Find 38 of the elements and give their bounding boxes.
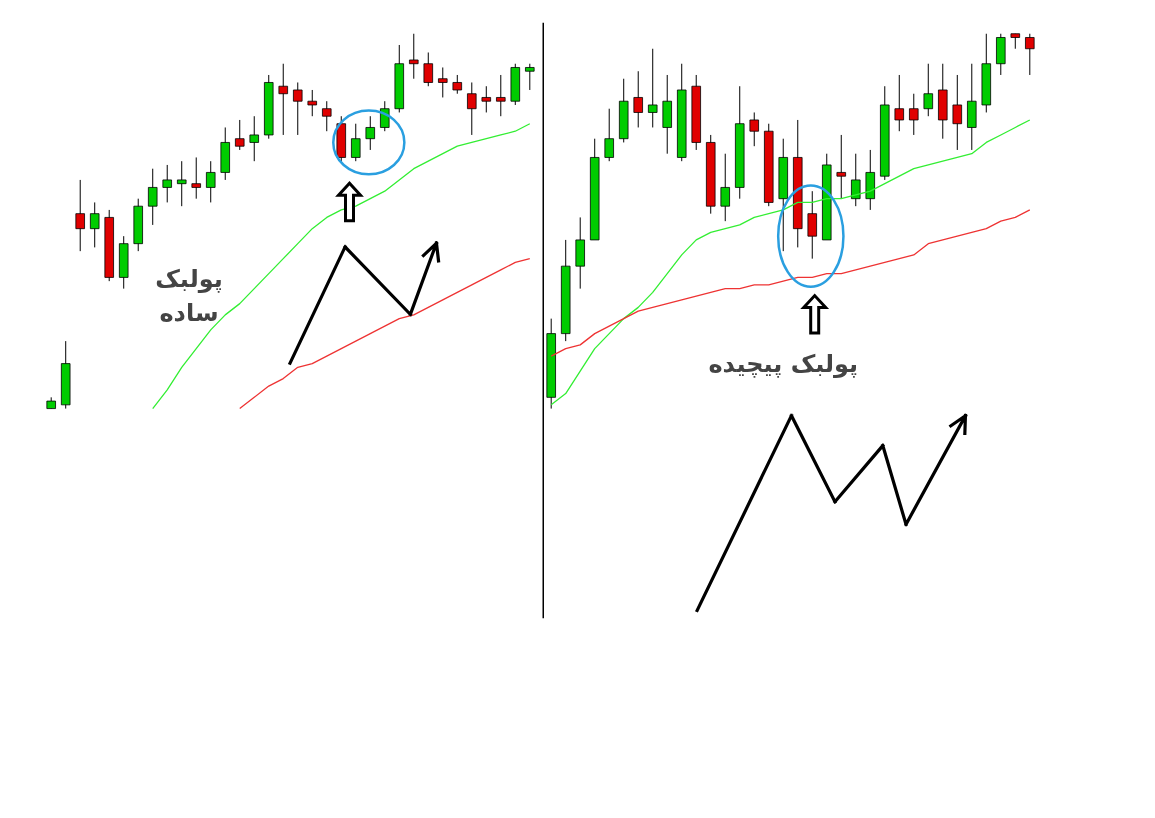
candlestick bbox=[365, 115, 376, 151]
candlestick bbox=[234, 119, 245, 151]
candlestick bbox=[749, 111, 759, 147]
candlestick bbox=[1025, 33, 1035, 76]
candlestick bbox=[647, 48, 658, 128]
candlestick bbox=[147, 168, 158, 226]
candlestick bbox=[322, 100, 332, 132]
candlestick bbox=[923, 63, 934, 117]
candlestick bbox=[452, 74, 463, 95]
candlestick bbox=[176, 160, 187, 207]
candlestick bbox=[836, 134, 847, 200]
candlestick bbox=[851, 153, 861, 207]
candlestick bbox=[307, 89, 318, 117]
candlestick bbox=[278, 63, 288, 136]
candlestick bbox=[467, 81, 477, 136]
candlestick bbox=[423, 51, 434, 87]
candlestick bbox=[481, 85, 492, 113]
annotation: پولبک پیچیده bbox=[708, 349, 859, 378]
candlestick bbox=[604, 108, 614, 162]
candlestick bbox=[952, 74, 963, 151]
candlestick bbox=[249, 115, 259, 162]
candlestick bbox=[75, 179, 85, 252]
candlestick bbox=[720, 153, 730, 222]
candlestick bbox=[191, 156, 201, 200]
candlestick bbox=[89, 201, 100, 248]
candlestick bbox=[409, 33, 419, 80]
candlestick bbox=[807, 190, 818, 260]
candlestick bbox=[351, 123, 361, 162]
candlestick bbox=[438, 66, 448, 98]
candlestick bbox=[909, 93, 919, 136]
annotation: پولبک ساده bbox=[155, 265, 223, 327]
candlestick bbox=[894, 74, 905, 132]
candlestick bbox=[293, 81, 303, 136]
candlestick bbox=[162, 164, 172, 203]
candlestick bbox=[633, 70, 643, 128]
candlestick bbox=[525, 63, 535, 91]
candlestick bbox=[496, 74, 506, 117]
candlestick bbox=[205, 160, 216, 203]
